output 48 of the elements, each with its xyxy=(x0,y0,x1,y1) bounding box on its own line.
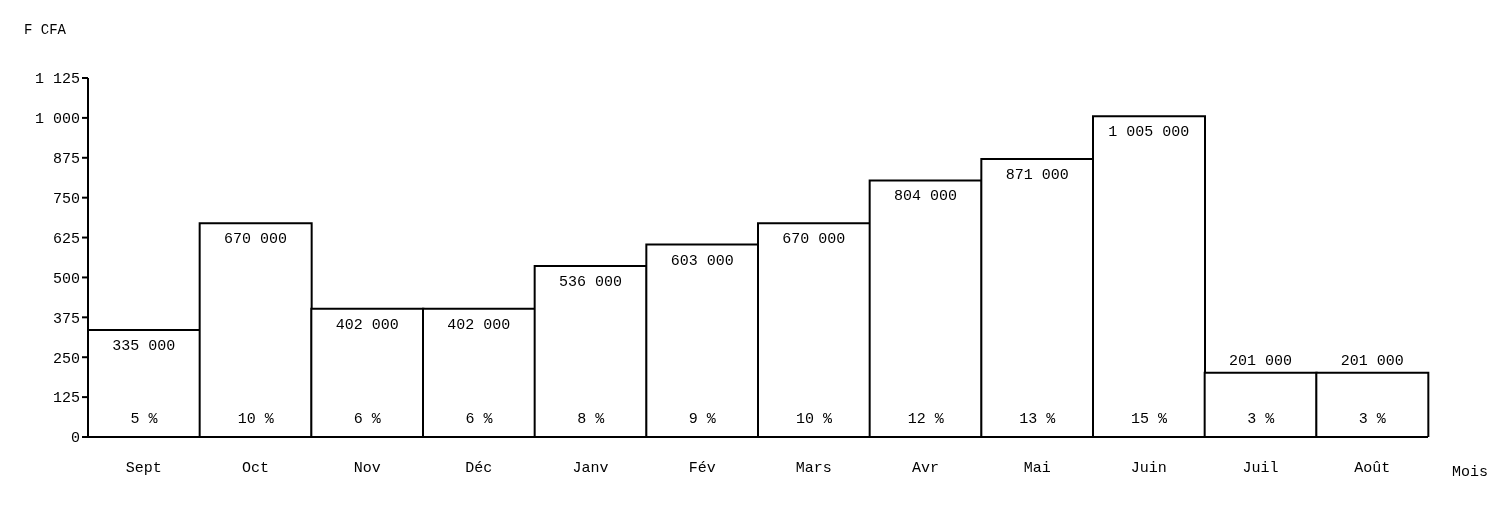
y-tick-label: 1 125 xyxy=(34,71,80,89)
annotation: 804 000 xyxy=(893,188,958,206)
y-tick-label: 750 xyxy=(52,190,80,208)
annotation: 6 % xyxy=(465,411,494,428)
annotation: 1 005 000 xyxy=(1108,124,1190,142)
x-tick-label: Déc xyxy=(465,459,493,477)
y-tick-label: 625 xyxy=(52,230,80,248)
x-tick-label: Juin xyxy=(1130,459,1167,477)
annotation: 10 % xyxy=(237,411,275,428)
annotation: 201 000 xyxy=(1340,352,1404,370)
annotation: 15 % xyxy=(1130,411,1168,428)
x-tick-label: Nov xyxy=(353,459,381,477)
y-tick-label: 0 xyxy=(70,430,80,448)
annotation: 670 000 xyxy=(782,231,846,249)
annotation: 335 000 xyxy=(112,338,176,356)
x-tick-label: Août xyxy=(1354,459,1391,477)
annotation: 536 000 xyxy=(558,273,623,291)
annotation: 13 % xyxy=(1019,411,1057,428)
annotation: 12 % xyxy=(907,411,945,428)
annotation: 670 000 xyxy=(223,231,288,249)
x-tick-label: Fév xyxy=(688,459,716,477)
x-tick-label: Avr xyxy=(911,459,940,477)
annotation: 402 000 xyxy=(447,316,511,334)
annotation: 9 % xyxy=(688,411,717,428)
x-tick-label: Oct xyxy=(241,459,270,477)
x-tick-label: Sept xyxy=(125,459,162,477)
y-axis-title: F CFA xyxy=(24,22,67,38)
annotation: 3 % xyxy=(1358,411,1387,428)
y-tick-label: 500 xyxy=(52,270,80,288)
y-tick-label: 125 xyxy=(52,390,80,408)
annotation: 10 % xyxy=(795,411,833,428)
x-tick-label: Janv xyxy=(572,459,609,477)
annotation: 8 % xyxy=(577,411,606,428)
annotation: 871 000 xyxy=(1005,167,1069,185)
x-tick-label: Juil xyxy=(1242,459,1279,477)
y-tick-label: 875 xyxy=(52,151,80,169)
x-tick-label: Mars xyxy=(795,459,832,477)
y-tick-label: 1 000 xyxy=(34,111,80,129)
y-tick-label: 250 xyxy=(52,350,80,368)
x-axis-title: Mois xyxy=(1451,464,1488,481)
annotation: 603 000 xyxy=(670,252,734,270)
annotation: 6 % xyxy=(353,411,382,428)
annotation: 402 000 xyxy=(335,316,399,334)
annotation: 3 % xyxy=(1247,411,1276,428)
annotation: 201 000 xyxy=(1228,352,1293,370)
annotation: 5 % xyxy=(130,411,159,428)
x-tick-label: Mai xyxy=(1023,459,1051,477)
y-tick-label: 375 xyxy=(52,310,80,328)
